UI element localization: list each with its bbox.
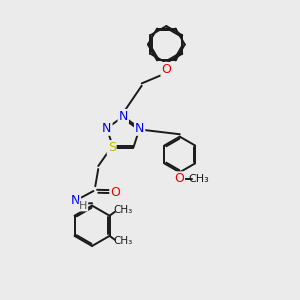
Text: CH₃: CH₃ bbox=[189, 174, 209, 184]
Text: S: S bbox=[108, 141, 116, 154]
Text: CH₃: CH₃ bbox=[114, 205, 133, 215]
Text: N: N bbox=[135, 122, 144, 135]
Text: O: O bbox=[174, 172, 184, 185]
Text: O: O bbox=[161, 63, 171, 76]
Text: O: O bbox=[110, 186, 120, 199]
Text: N: N bbox=[118, 110, 128, 123]
Text: CH₃: CH₃ bbox=[114, 236, 133, 246]
Text: N: N bbox=[102, 122, 112, 135]
Text: N: N bbox=[71, 194, 80, 207]
Text: H: H bbox=[79, 201, 88, 211]
